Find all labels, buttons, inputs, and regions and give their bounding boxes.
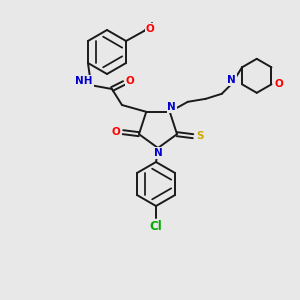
Text: N: N (227, 75, 236, 85)
Text: O: O (274, 79, 283, 89)
Text: O: O (146, 24, 154, 34)
Text: N: N (154, 148, 162, 158)
Text: NH: NH (75, 76, 93, 86)
Text: S: S (196, 131, 204, 141)
Text: O: O (126, 76, 134, 86)
Text: N: N (167, 102, 176, 112)
Text: Cl: Cl (150, 220, 162, 232)
Text: O: O (112, 127, 120, 137)
